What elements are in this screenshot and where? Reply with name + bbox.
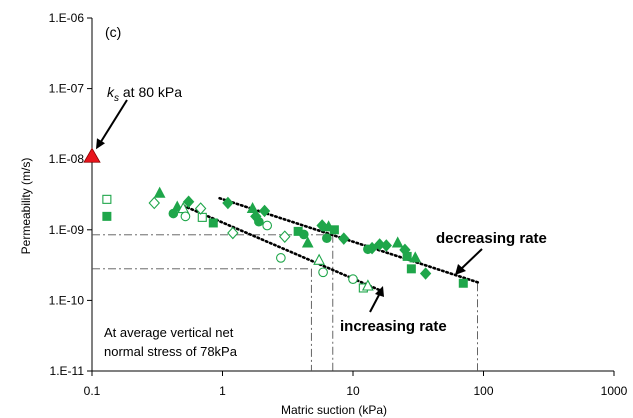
data-point-circle-open: [276, 253, 286, 263]
increasing-rate-label: increasing rate: [340, 318, 447, 335]
data-point-square-filled: [406, 264, 416, 274]
data-point-triangle-filled: [301, 236, 314, 248]
x-axis-label: Matric suction (kPa): [281, 403, 387, 417]
data-point-triangle-filled: [409, 251, 422, 263]
data-point-diamond-filled: [222, 196, 234, 210]
data-point-triangle-open: [313, 253, 326, 265]
data-point-diamond-filled: [182, 195, 195, 208]
data-point-circle-filled: [363, 244, 373, 255]
x-tick-label: 0.1: [84, 384, 101, 398]
decreasing-arrow: [459, 248, 483, 271]
ks-k: k: [107, 84, 115, 100]
data-point-triangle-open: [361, 279, 374, 291]
ks-rest: at 80 kPa: [119, 84, 182, 100]
ks-annotation: ks at 80 kPa: [83, 84, 182, 163]
data-point-circle-open: [318, 267, 328, 278]
data-point-square-filled: [102, 211, 112, 221]
data-point-circle-open: [180, 211, 191, 222]
x-tick-label: 1000: [601, 384, 628, 398]
note-line-2: normal stress of 78kPa: [104, 344, 238, 359]
data-points: [102, 186, 468, 293]
y-tick-label: 1.E-09: [49, 223, 85, 237]
data-point-square-open: [197, 212, 207, 222]
y-tick-label: 1.E-08: [49, 152, 85, 166]
ks-subscript: s: [114, 93, 119, 104]
data-point-diamond-filled: [380, 239, 392, 252]
data-point-triangle-filled: [153, 186, 166, 198]
y-ticks: 1.E-11 1.E-10 1.E-09 1.E-08 1.E-07 1.E-06: [49, 11, 92, 378]
decreasing-rate-label: decreasing rate: [436, 230, 547, 247]
data-point-circle-filled: [322, 233, 332, 244]
data-point-circle-filled: [299, 229, 309, 240]
data-point-circle-filled: [168, 208, 179, 219]
y-tick-label: 1.E-06: [49, 11, 85, 25]
x-tick-label: 100: [473, 384, 493, 398]
data-point-square-filled: [458, 278, 468, 288]
ks-triangle-marker: [83, 147, 101, 163]
x-ticks: 0.1 1 10 100 1000: [84, 371, 628, 398]
y-tick-label: 1.E-11: [50, 364, 85, 378]
panel-label: (c): [105, 24, 121, 40]
data-point-circle-open: [348, 274, 358, 284]
y-tick-label: 1.E-07: [49, 82, 85, 96]
y-tick-label: 1.E-10: [49, 293, 85, 307]
data-point-diamond-filled: [316, 219, 328, 232]
ks-arrowhead: [96, 138, 105, 150]
x-tick-label: 1: [219, 384, 226, 398]
data-point-diamond-filled: [258, 204, 271, 218]
data-point-diamond-filled: [419, 267, 432, 280]
x-tick-label: 10: [346, 384, 360, 398]
data-point-diamond-open: [227, 226, 239, 240]
increasing-arrowhead: [375, 286, 384, 297]
ks-arrow: [99, 99, 128, 144]
data-point-square-filled: [208, 218, 218, 228]
data-point-diamond-filled: [373, 238, 386, 251]
data-point-circle-filled: [254, 216, 264, 227]
note-line-1: At average vertical net: [104, 325, 234, 340]
increasing-arrow: [369, 292, 381, 313]
data-point-triangle-filled: [391, 236, 404, 248]
decreasing-arrowhead: [455, 264, 466, 275]
data-point-diamond-open: [194, 202, 207, 215]
data-point-square-open: [102, 194, 112, 204]
data-point-diamond-open: [279, 230, 291, 243]
data-point-diamond-open: [148, 196, 161, 210]
data-point-triangle-filled: [246, 201, 259, 214]
guide-lines: [92, 234, 478, 371]
data-point-diamond-filled: [338, 232, 350, 245]
data-point-circle-open: [262, 220, 273, 231]
ks-label: ks at 80 kPa: [107, 84, 182, 104]
y-axis-label: Permeability (m/s): [19, 158, 33, 255]
data-point-diamond-filled: [399, 243, 411, 257]
